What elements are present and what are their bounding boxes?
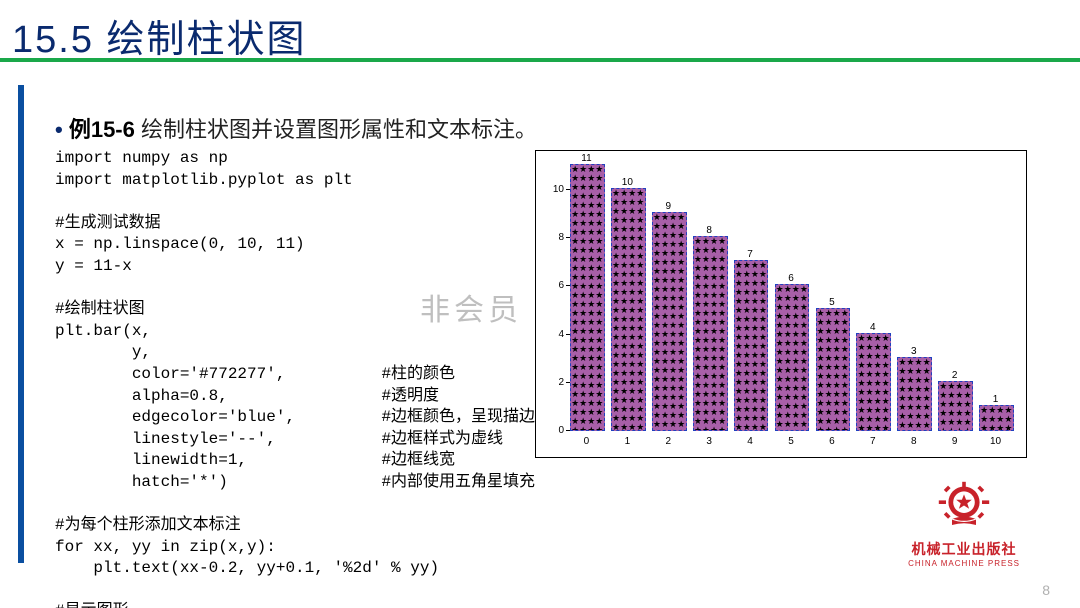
bar-hatch: ★★★★★★★★★★★★★★★★★★★★★★★★★★★★★★★★★★★★★★★★… <box>612 189 645 430</box>
bar-value-label: 8 <box>699 225 719 236</box>
bar-hatch: ★★★★★★★★★★★★★★★★★★★★★★★★★★★★★★★★★★★★★★★★… <box>735 261 768 430</box>
y-tick-label: 0 <box>550 425 564 436</box>
bar-chart: ★★★★★★★★★★★★★★★★★★★★★★★★★★★★★★★★★★★★★★★★… <box>535 150 1027 458</box>
chart-bar: ★★★★★★★★★★★★★★★★★★★★★★★★★★★★★★★★★★★★★★★★… <box>775 284 810 431</box>
bar-hatch: ★★★★★★★★★★★★★★★★★★★★★★★★★★★★★★★★★★★★★★★★… <box>980 406 1013 430</box>
x-tick-label: 4 <box>740 436 760 447</box>
plot-area: ★★★★★★★★★★★★★★★★★★★★★★★★★★★★★★★★★★★★★★★★… <box>566 161 1016 431</box>
bar-hatch: ★★★★★★★★★★★★★★★★★★★★★★★★★★★★★★★★★★★★★★★★… <box>817 309 850 430</box>
bar-value-label: 7 <box>740 249 760 260</box>
title-underline <box>0 58 1080 62</box>
x-tick-label: 7 <box>863 436 883 447</box>
y-tick-label: 2 <box>550 377 564 388</box>
y-tick-label: 4 <box>550 329 564 340</box>
bar-hatch: ★★★★★★★★★★★★★★★★★★★★★★★★★★★★★★★★★★★★★★★★… <box>857 334 890 430</box>
bar-value-label: 3 <box>904 346 924 357</box>
chart-bar: ★★★★★★★★★★★★★★★★★★★★★★★★★★★★★★★★★★★★★★★★… <box>693 236 728 431</box>
bar-hatch: ★★★★★★★★★★★★★★★★★★★★★★★★★★★★★★★★★★★★★★★★… <box>776 285 809 430</box>
bar-hatch: ★★★★★★★★★★★★★★★★★★★★★★★★★★★★★★★★★★★★★★★★… <box>898 358 931 430</box>
page-number: 8 <box>1042 582 1050 598</box>
left-accent-bar <box>18 85 24 563</box>
chart-bar: ★★★★★★★★★★★★★★★★★★★★★★★★★★★★★★★★★★★★★★★★… <box>897 357 932 431</box>
publisher-name-en: CHINA MACHINE PRESS <box>908 559 1020 568</box>
gear-icon <box>934 477 994 537</box>
x-tick-label: 6 <box>822 436 842 447</box>
y-tick-label: 6 <box>550 280 564 291</box>
x-tick-label: 0 <box>576 436 596 447</box>
example-heading: • 例15-6 绘制柱状图并设置图形属性和文本标注。 <box>55 112 551 144</box>
chart-bar: ★★★★★★★★★★★★★★★★★★★★★★★★★★★★★★★★★★★★★★★★… <box>570 164 605 431</box>
chart-bar: ★★★★★★★★★★★★★★★★★★★★★★★★★★★★★★★★★★★★★★★★… <box>979 405 1014 431</box>
section-title: 15.5 绘制柱状图 <box>12 8 307 63</box>
example-label: 例15-6 <box>69 117 135 142</box>
bar-hatch: ★★★★★★★★★★★★★★★★★★★★★★★★★★★★★★★★★★★★★★★★… <box>939 382 972 430</box>
bar-value-label: 4 <box>863 322 883 333</box>
x-tick-label: 5 <box>781 436 801 447</box>
bar-value-label: 2 <box>945 370 965 381</box>
code-listing: import numpy as np import matplotlib.pyp… <box>55 148 551 608</box>
x-tick-label: 8 <box>904 436 924 447</box>
x-tick-label: 3 <box>699 436 719 447</box>
bar-hatch: ★★★★★★★★★★★★★★★★★★★★★★★★★★★★★★★★★★★★★★★★… <box>694 237 727 430</box>
content-block: • 例15-6 绘制柱状图并设置图形属性和文本标注。 import numpy … <box>55 112 551 608</box>
x-tick-label: 10 <box>986 436 1006 447</box>
y-tick-label: 10 <box>550 184 564 195</box>
chart-bar: ★★★★★★★★★★★★★★★★★★★★★★★★★★★★★★★★★★★★★★★★… <box>938 381 973 431</box>
example-desc: 绘制柱状图并设置图形属性和文本标注。 <box>135 117 537 142</box>
bar-value-label: 1 <box>986 394 1006 405</box>
bar-value-label: 9 <box>658 201 678 212</box>
chart-bar: ★★★★★★★★★★★★★★★★★★★★★★★★★★★★★★★★★★★★★★★★… <box>816 308 851 431</box>
bar-hatch: ★★★★★★★★★★★★★★★★★★★★★★★★★★★★★★★★★★★★★★★★… <box>571 165 604 430</box>
bar-hatch: ★★★★★★★★★★★★★★★★★★★★★★★★★★★★★★★★★★★★★★★★… <box>653 213 686 430</box>
bar-value-label: 6 <box>781 273 801 284</box>
slide: 15.5 绘制柱状图 • 例15-6 绘制柱状图并设置图形属性和文本标注。 im… <box>0 0 1080 608</box>
y-tick-label: 8 <box>550 232 564 243</box>
chart-bar: ★★★★★★★★★★★★★★★★★★★★★★★★★★★★★★★★★★★★★★★★… <box>611 188 646 431</box>
x-tick-label: 2 <box>658 436 678 447</box>
bar-value-label: 11 <box>576 153 596 164</box>
bar-value-label: 5 <box>822 297 842 308</box>
chart-bar: ★★★★★★★★★★★★★★★★★★★★★★★★★★★★★★★★★★★★★★★★… <box>652 212 687 431</box>
bullet-dot: • <box>55 117 69 142</box>
publisher-logo: 机械工业出版社 CHINA MACHINE PRESS <box>908 477 1020 568</box>
x-tick-label: 1 <box>617 436 637 447</box>
bar-value-label: 10 <box>617 177 637 188</box>
x-tick-label: 9 <box>945 436 965 447</box>
chart-bar: ★★★★★★★★★★★★★★★★★★★★★★★★★★★★★★★★★★★★★★★★… <box>734 260 769 431</box>
publisher-name-cn: 机械工业出版社 <box>908 539 1020 559</box>
chart-bar: ★★★★★★★★★★★★★★★★★★★★★★★★★★★★★★★★★★★★★★★★… <box>856 333 891 431</box>
